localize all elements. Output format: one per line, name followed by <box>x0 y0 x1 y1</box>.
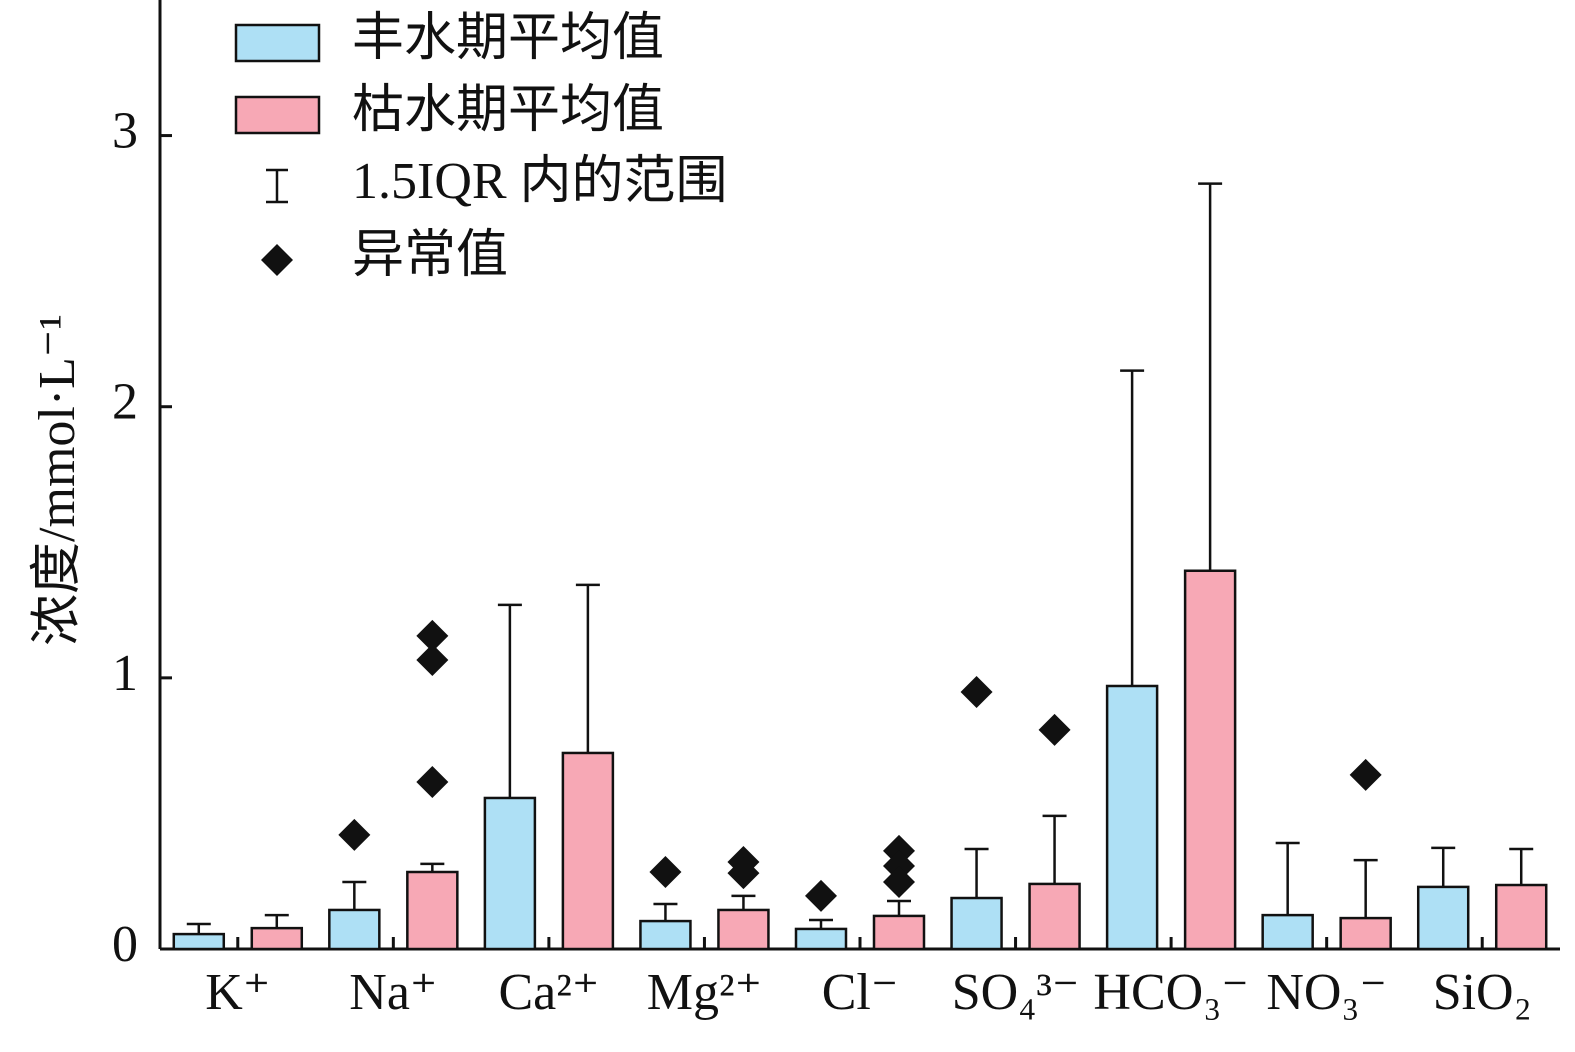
bar <box>1028 882 1081 951</box>
y-tick-label: 0 <box>112 916 138 973</box>
outlier <box>727 857 760 890</box>
outlier <box>960 675 993 708</box>
outlier <box>649 855 682 888</box>
bar <box>1494 883 1548 951</box>
bar <box>406 870 459 951</box>
outlier <box>416 765 449 798</box>
y-tick-label: 3 <box>112 103 138 160</box>
x-tick-label: SO₄³⁻ <box>952 964 1080 1021</box>
outlier <box>338 818 371 851</box>
bar <box>950 896 1003 951</box>
legend-swatch <box>234 95 321 135</box>
bar <box>561 751 615 951</box>
x-tick-label: K⁺ <box>205 964 270 1021</box>
y-tick-label: 1 <box>112 645 138 702</box>
x-tick-label: SiO₂ <box>1433 964 1532 1021</box>
bar <box>639 919 692 951</box>
outlier <box>1038 713 1071 746</box>
y-axis-label: 浓度/mmol·L⁻¹ <box>29 314 86 646</box>
bar <box>172 932 226 951</box>
x-tick-label: NO₃⁻ <box>1266 964 1387 1021</box>
bar <box>1105 684 1159 951</box>
legend-label: 枯水期平均值 <box>352 82 664 139</box>
bar <box>483 796 537 951</box>
legend-label: 丰水期平均值 <box>352 10 664 67</box>
bar <box>872 914 926 951</box>
outlier <box>1349 758 1382 791</box>
x-tick-label: Cl⁻ <box>822 964 899 1021</box>
legend-diamond <box>261 244 293 276</box>
legend-label: 1.5IQR 内的范围 <box>352 153 728 210</box>
bar <box>1261 913 1314 951</box>
x-tick-label: Mg²⁺ <box>647 964 762 1021</box>
bar <box>1339 916 1392 951</box>
x-tick-label: Ca²⁺ <box>498 964 599 1021</box>
x-tick-label: Na⁺ <box>349 964 437 1021</box>
y-tick-label: 2 <box>112 374 138 431</box>
x-tick-label: HCO₃⁻ <box>1093 964 1248 1021</box>
bar <box>717 908 770 951</box>
outlier <box>416 619 449 652</box>
bar <box>1416 885 1470 951</box>
bar <box>250 926 304 951</box>
legend-label: 异常值 <box>352 227 508 284</box>
bar <box>328 908 381 951</box>
outlier <box>883 866 915 899</box>
bar <box>1183 569 1237 951</box>
bar <box>794 927 848 951</box>
outlier <box>416 643 449 676</box>
outlier <box>805 879 837 912</box>
legend-swatch <box>234 23 321 63</box>
